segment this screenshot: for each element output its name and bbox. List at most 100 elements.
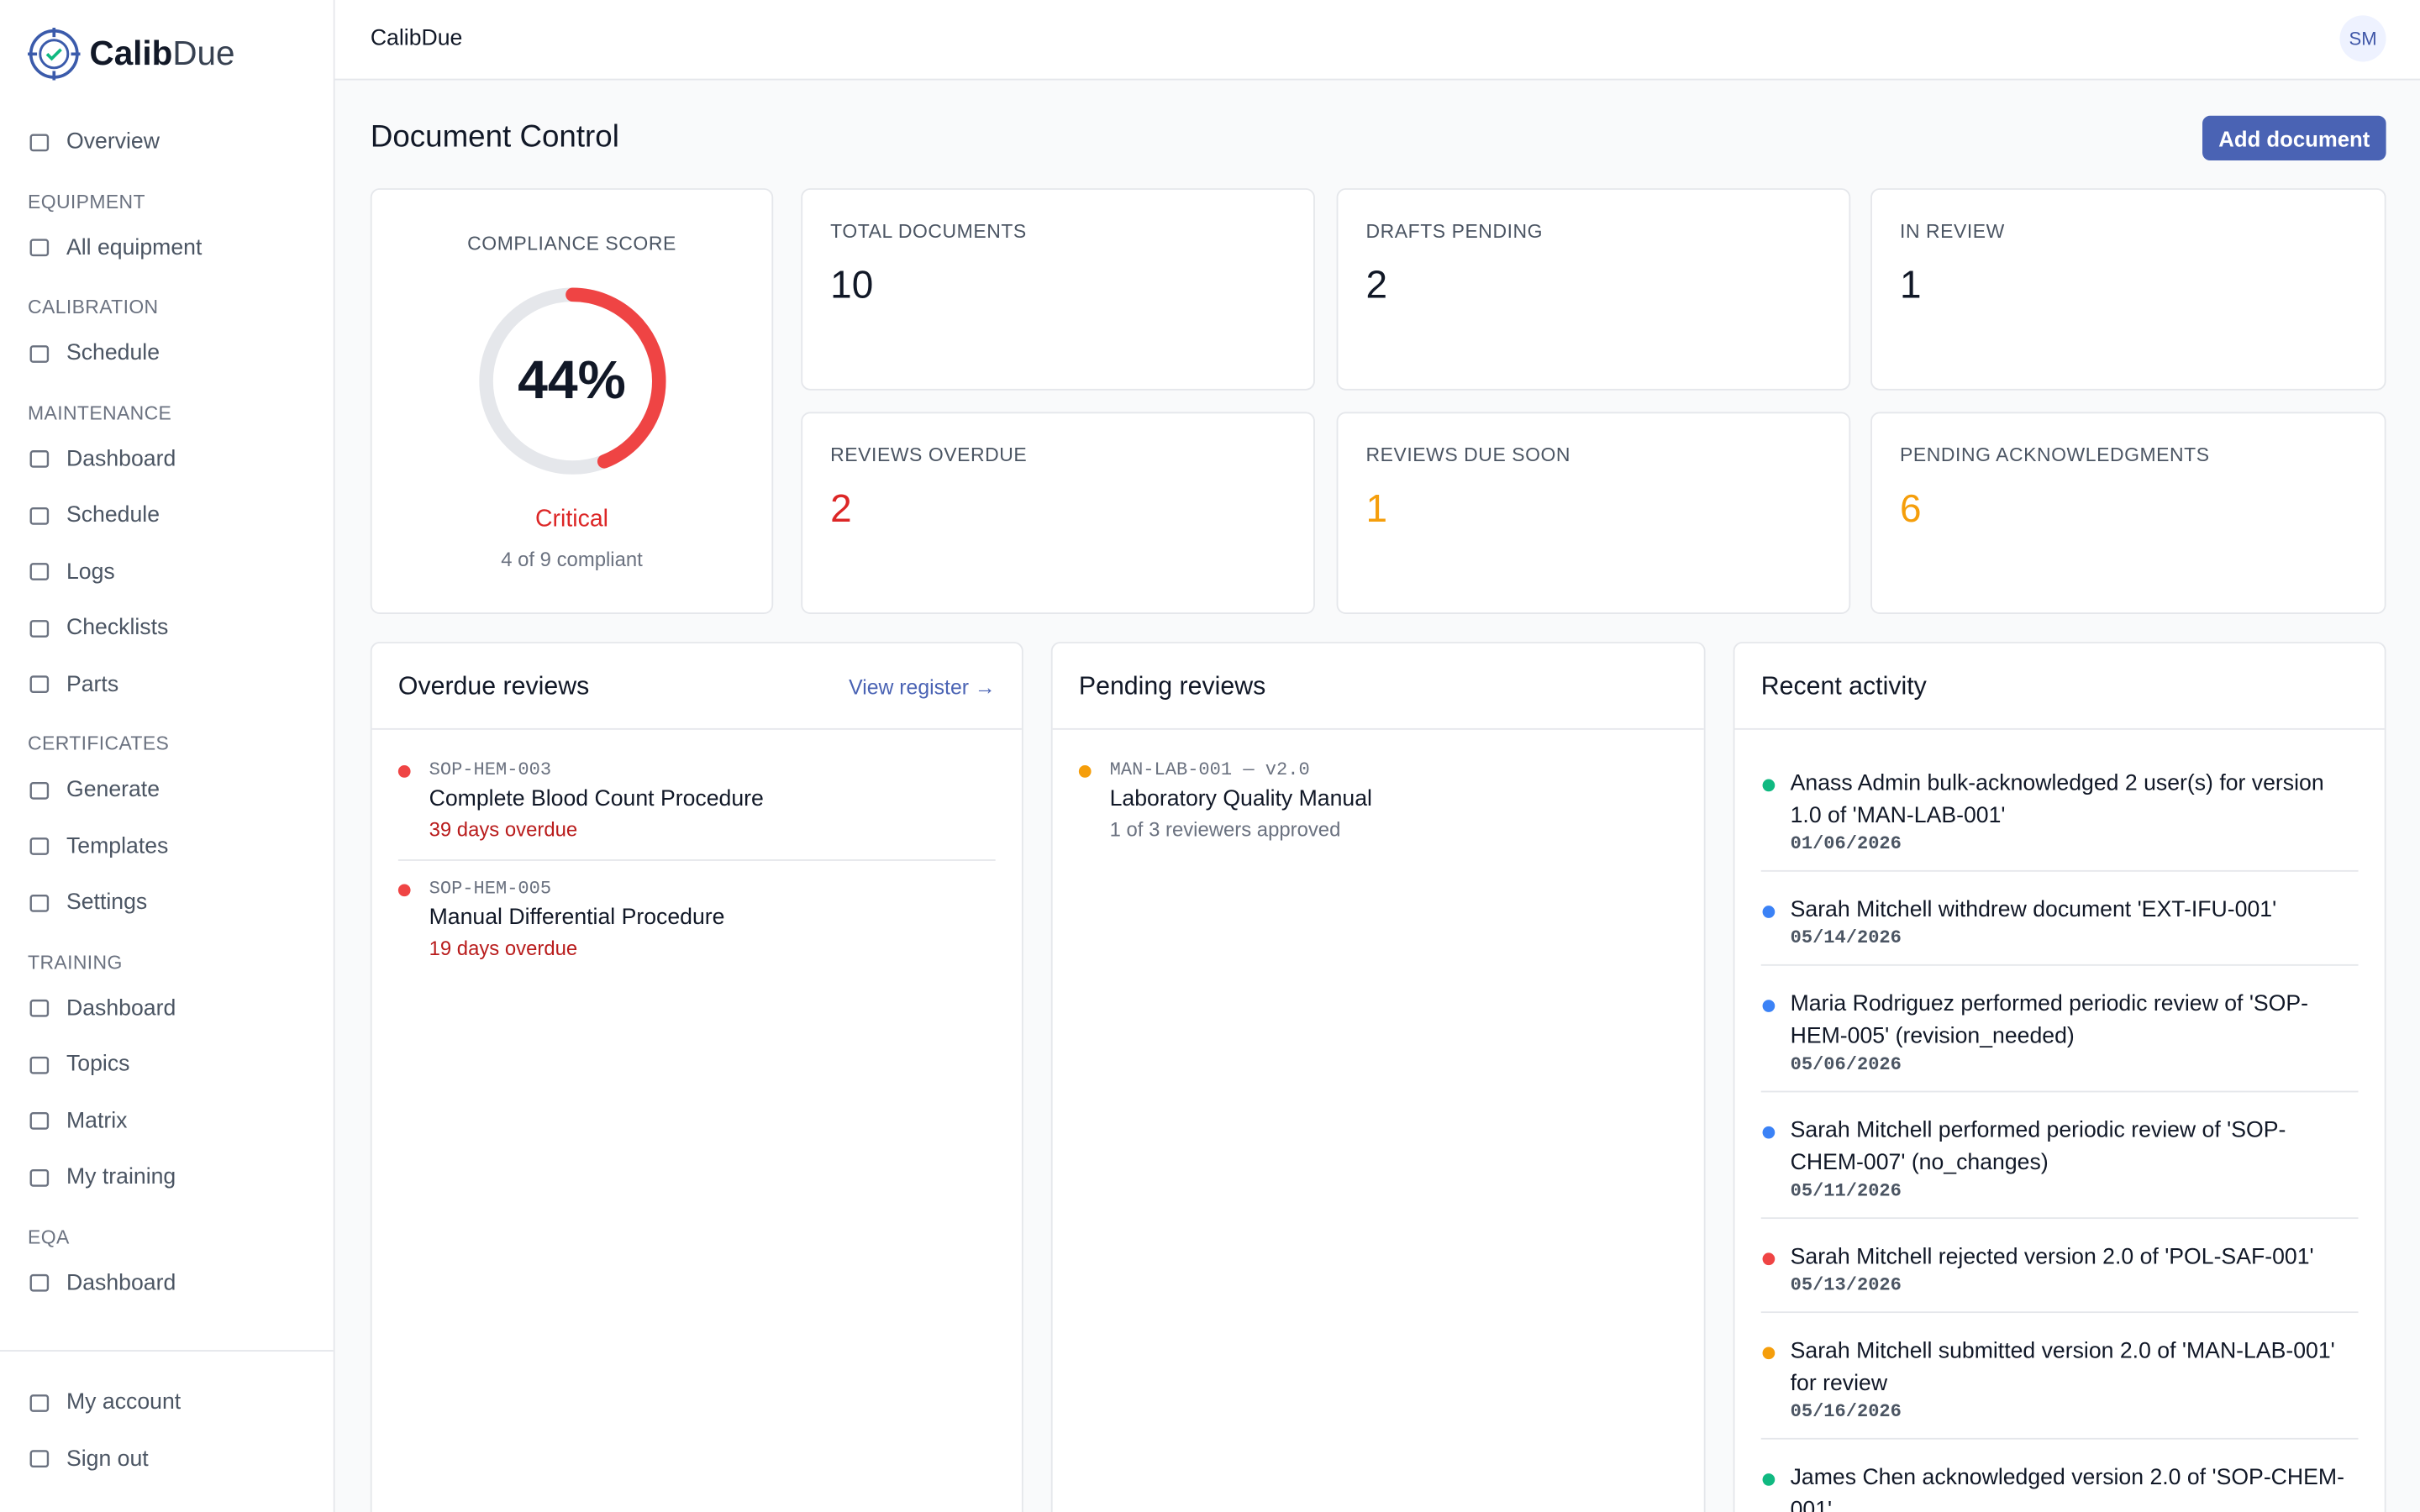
icon [29,344,50,363]
activity-dot [1762,1347,1776,1360]
logo-bold: Calib [89,34,173,73]
nav-item[interactable]: Overview [0,114,334,171]
nav-item[interactable]: Sign out [0,1431,334,1488]
overdue-list: SOP-HEM-003 Complete Blood Count Procedur… [397,758,996,994]
doc-name: Laboratory Quality Manual [1109,786,1373,812]
nav-item[interactable]: My training [0,1149,334,1205]
icon [29,563,50,581]
stat-label: PENDING ACKNOWLEDGMENTS [1900,444,2210,466]
nav-item[interactable]: Dashboard [0,980,334,1037]
icon [29,837,50,856]
overdue-panel: Overdue reviews View register → SOP-HEM-0… [370,642,1023,1512]
activity-dot [1762,1126,1776,1139]
pending-panel: Pending reviews MAN-LAB-001 — v2.0 Labora… [1050,642,1706,1512]
nav-heading: EQA [28,1226,70,1248]
activity-item: Sarah Mitchell performed periodic review… [1760,1110,2359,1220]
activity-item: Anass Admin bulk-acknowledged 2 user(s) … [1760,764,2359,872]
icon [29,507,50,525]
topbar: CalibDue SM [334,0,2420,81]
nav-item[interactable]: Schedule [0,487,334,543]
review-item[interactable]: MAN-LAB-001 — v2.0 Laboratory Quality Man… [1078,758,1678,859]
nav-item[interactable]: Topics [0,1037,334,1093]
avatar[interactable]: SM [2339,15,2386,62]
doc-code: SOP-HEM-003 [429,759,552,781]
nav-label: Templates [66,834,169,859]
review-status: 39 days overdue [429,817,578,842]
stat-value: 2 [830,487,852,531]
pending-list: MAN-LAB-001 — v2.0 Laboratory Quality Man… [1078,758,1678,875]
activity-item: Sarah Mitchell submitted version 2.0 of … [1760,1331,2359,1440]
activity-text: James Chen acknowledged version 2.0 of '… [1790,1465,2344,1512]
stat-value: 6 [1900,487,1922,531]
nav-item[interactable]: Settings [0,874,334,931]
nav-item[interactable]: My account [0,1375,334,1431]
sidebar: Calib Due Overview EQUIPMENT All equipment C… [0,0,335,1512]
activity-dot [1762,1252,1776,1266]
nav-item[interactable]: Parts [0,657,334,713]
activity-panel: Recent activity Anass Admin bulk-acknowl… [1733,642,2386,1512]
nav-label: Parts [66,672,119,697]
stat-value: 1 [1900,264,1922,307]
icon [29,1112,50,1131]
status-dot [397,765,411,778]
sidebar-footer: My account Sign out [0,1350,334,1487]
review-item[interactable]: SOP-HEM-005 Manual Differential Procedure… [397,876,996,978]
nav-label: My account [66,1390,182,1415]
icon [29,1394,50,1412]
activity-date: 05/06/2026 [1790,1053,1902,1076]
nav-item[interactable]: Generate [0,762,334,818]
review-status: 1 of 3 reviewers approved [1109,817,1341,842]
status-dot [397,884,411,897]
activity-date: 05/16/2026 [1790,1400,1902,1423]
nav-label: Dashboard [66,447,176,472]
activity-dot [1762,779,1776,792]
nav-item[interactable]: Templates [0,818,334,874]
activity-dot [1762,1000,1776,1012]
panel-title: Pending reviews [1078,672,1266,701]
doc-name: Complete Blood Count Procedure [429,786,764,812]
icon [29,619,50,638]
icon [29,1000,50,1018]
activity-date: 01/06/2026 [1790,832,1902,855]
stat-card: PENDING ACKNOWLEDGMENTS 6 [1870,412,2386,615]
compliance-label: COMPLIANCE SCORE [467,233,676,255]
gauge-arc [479,287,666,475]
nav-item[interactable]: Dashboard [0,1255,334,1311]
nav-heading: CERTIFICATES [28,732,170,755]
stat-card: IN REVIEW 1 [1870,188,2386,391]
app-name: CalibDue [370,26,463,51]
icon [29,1056,50,1074]
nav-item[interactable]: Matrix [0,1093,334,1149]
nav-label: Sign out [66,1446,149,1472]
activity-text: Anass Admin bulk-acknowledged 2 user(s) … [1790,771,2324,829]
compliance-card: COMPLIANCE SCORE 44% Critical 4 of 9 com… [370,188,774,615]
nav-label: All equipment [66,235,203,260]
activity-item: James Chen acknowledged version 2.0 of '… [1761,1458,2359,1512]
nav-item[interactable]: Dashboard [0,431,334,487]
nav-item[interactable]: Checklists [0,600,334,656]
activity-item: Sarah Mitchell withdrew document 'EXT-IF… [1760,890,2359,966]
icon [29,781,50,800]
nav-label: Schedule [66,503,160,528]
view-register-link[interactable]: View register → [849,675,996,700]
nav-item[interactable]: Logs [0,543,334,600]
logo[interactable]: Calib Due [28,28,234,81]
stat-value: 1 [1365,487,1388,531]
nav-item[interactable]: Schedule [0,326,334,382]
stat-card: REVIEWS OVERDUE 2 [801,412,1315,615]
review-item[interactable]: SOP-HEM-003 Complete Blood Count Procedur… [397,758,996,861]
icon [29,1450,50,1468]
add-document-button[interactable]: Add document [2202,115,2386,161]
icon [29,1168,50,1187]
stat-label: IN REVIEW [1900,220,2005,243]
doc-code: MAN-LAB-001 — v2.0 [1109,759,1310,781]
icon [29,894,50,912]
stat-card: DRAFTS PENDING 2 [1336,188,1851,391]
nav-label: Matrix [66,1109,128,1134]
stat-value: 2 [1365,264,1388,307]
review-status: 19 days overdue [429,936,578,960]
icon [29,675,50,694]
nav-label: Checklists [66,616,169,641]
nav-item[interactable]: All equipment [0,220,334,276]
